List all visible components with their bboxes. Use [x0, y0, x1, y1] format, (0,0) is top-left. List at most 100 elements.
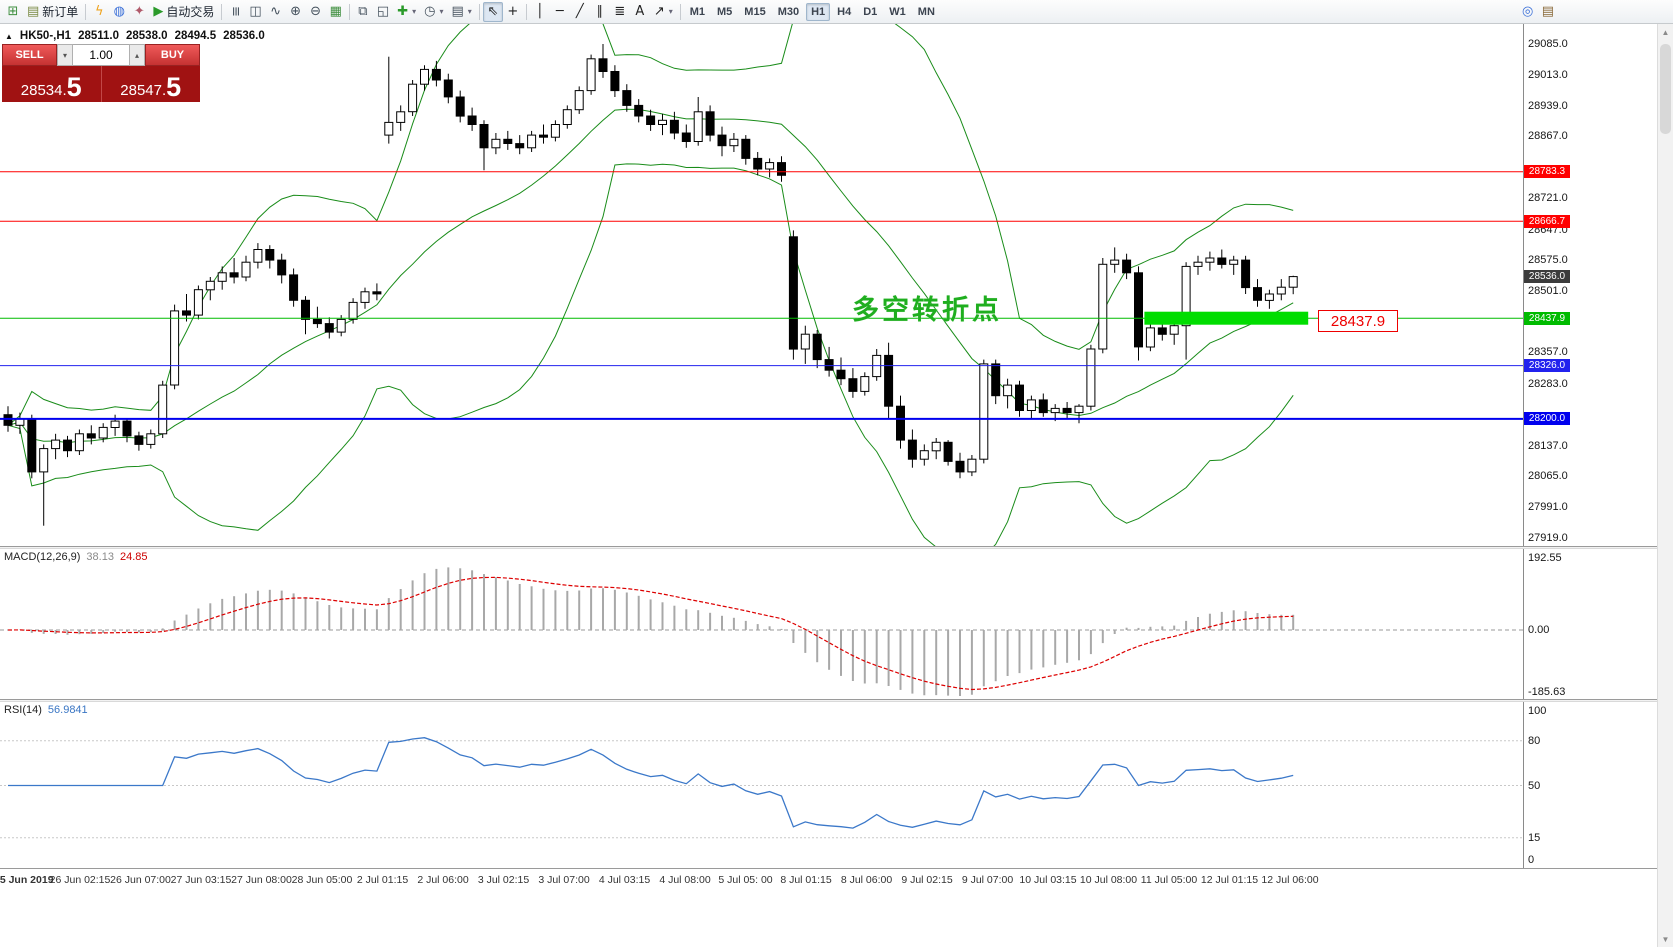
autotrading-button[interactable]: ▶ 自动交易 [149, 2, 218, 22]
fibonacci-icon: ≣ [614, 4, 626, 19]
chart-annotation-text[interactable]: 多空转折点 [852, 295, 1002, 325]
time-label: 4 Jul 03:15 [598, 874, 651, 886]
timeframe-h4[interactable]: H4 [837, 5, 852, 18]
rsi-axis-label: 50 [1528, 780, 1541, 792]
volume-input[interactable] [73, 44, 129, 66]
trendline-icon[interactable]: ╱ [570, 2, 590, 22]
price-axis-label: 28357.0 [1528, 346, 1568, 358]
time-label: 11 Jul 05:00 [1140, 874, 1198, 886]
zoom-in-icon: ⊕ [290, 4, 302, 19]
collapse-icon[interactable]: ▲ [5, 31, 13, 41]
macd-panel[interactable] [0, 549, 1523, 699]
vertical-scrollbar[interactable] [1657, 24, 1673, 947]
lightning-icon: ϟ [95, 4, 104, 19]
time-label: 28 Jun 05:00 [291, 874, 353, 886]
text-icon[interactable]: A [630, 2, 650, 22]
add-indicator-icon: ✚ [397, 4, 409, 19]
crosshair-icon: + [507, 4, 519, 19]
candlestick-chart-icon[interactable]: ◫ [245, 2, 265, 22]
price-axis-label: 28721.0 [1528, 192, 1568, 204]
rsi-panel[interactable] [0, 703, 1523, 866]
signals-icon[interactable]: ✦ [129, 2, 149, 22]
timeframe-d1[interactable]: D1 [863, 5, 878, 18]
price-axis-label: 28065.0 [1528, 470, 1568, 482]
template-button[interactable]: ▤ ▾ [448, 2, 476, 22]
timeframe-m30[interactable]: M30 [777, 5, 800, 18]
rsi-name: RSI(14) [4, 704, 42, 716]
indicators-grid-icon[interactable]: ▦ [326, 2, 346, 22]
new-chart-icon[interactable]: ⊞ [3, 2, 23, 22]
panel-divider[interactable] [0, 546, 1657, 549]
sell-button[interactable]: SELL [2, 44, 57, 66]
tile-windows-icon[interactable]: ⧉ [353, 2, 373, 22]
dropdown-arrow-icon: ▾ [412, 7, 417, 16]
bar-chart-icon[interactable]: ≡ [225, 2, 245, 22]
time-label: 27 Jun 08:00 [231, 874, 292, 886]
timeframe-w1[interactable]: W1 [889, 5, 906, 18]
buy-button[interactable]: BUY [145, 44, 200, 66]
macd-axis-label: 0.00 [1528, 624, 1550, 636]
price-axis-label: 28575.0 [1528, 254, 1568, 266]
horizontal-line-icon: ─ [555, 4, 564, 19]
time-label: 10 Jul 08:00 [1079, 874, 1138, 886]
arrows-button[interactable]: ↗ ▾ [650, 2, 677, 22]
sell-price-display[interactable]: 28534. 5 [2, 66, 102, 102]
bar-chart-icon: ≡ [227, 6, 243, 17]
time-label: 12 Jul 01:15 [1200, 874, 1259, 886]
current-price-tag: 28536.0 [1524, 270, 1570, 283]
price-axis-label: 29085.0 [1528, 38, 1568, 50]
price-callout-box[interactable]: 28437.9 [1318, 310, 1398, 332]
scroll-up-icon[interactable] [1658, 24, 1673, 40]
price-axis-label: 28867.0 [1528, 130, 1568, 142]
timeframe-m15[interactable]: M15 [744, 5, 766, 18]
volume-down-button[interactable] [57, 44, 73, 66]
new-window-icon[interactable]: ◱ [373, 2, 393, 22]
fibonacci-icon[interactable]: ≣ [610, 2, 630, 22]
panels-icon[interactable]: ▤ [1538, 2, 1558, 22]
globe-icon[interactable]: ◍ [109, 2, 129, 22]
price-tag: 28666.7 [1524, 215, 1570, 228]
autotrading-button-label: 自动交易 [166, 5, 215, 19]
zoom-out-icon[interactable]: ⊖ [306, 2, 326, 22]
buy-price-display[interactable]: 28547. 5 [102, 66, 201, 102]
buy-price-main: 28547. [120, 81, 167, 99]
sell-price-pip: 5 [66, 72, 82, 103]
rsi-axis-label: 0 [1528, 854, 1535, 866]
panel-divider[interactable] [0, 699, 1657, 702]
volume-up-button[interactable] [129, 44, 145, 66]
price-chart[interactable] [0, 24, 1523, 546]
zoom-in-icon[interactable]: ⊕ [286, 2, 306, 22]
timeframe-mn[interactable]: MN [917, 5, 935, 18]
channel-icon[interactable]: ∥ [590, 2, 610, 22]
add-indicator-button[interactable]: ✚ ▾ [393, 2, 420, 22]
vertical-line-icon: │ [535, 4, 544, 19]
new-window-icon: ◱ [376, 4, 390, 19]
period-button[interactable]: ◷ ▾ [420, 2, 447, 22]
scrollbar-thumb[interactable] [1660, 44, 1671, 134]
dropdown-arrow-icon: ▾ [439, 7, 444, 16]
timeframe-h1[interactable]: H1 [806, 2, 831, 21]
new-order-button[interactable]: ▤ 新订单 [23, 2, 82, 22]
timeframe-m5[interactable]: M5 [717, 5, 733, 18]
text-icon: A [635, 4, 645, 19]
line-chart-icon: ∿ [270, 4, 282, 19]
line-chart-icon[interactable]: ∿ [266, 2, 286, 22]
price-tag: 28326.0 [1524, 359, 1570, 372]
rsi-label: RSI(14) 56.9841 [4, 704, 88, 716]
crosshair-icon[interactable]: + [503, 2, 523, 22]
price-axis-label: 28501.0 [1528, 285, 1568, 297]
search-icon[interactable]: ◎ [1518, 2, 1538, 22]
highlight-bar[interactable] [1144, 311, 1309, 325]
cursor-icon[interactable]: ⇖ [482, 1, 503, 22]
horizontal-line-icon[interactable]: ─ [550, 2, 570, 22]
scroll-down-icon[interactable] [1658, 931, 1673, 947]
lightning-icon[interactable]: ϟ [89, 2, 109, 22]
vertical-line-icon[interactable]: │ [530, 2, 550, 22]
time-label: 26 Jun 07:00 [110, 874, 171, 886]
horizontal-lines[interactable] [0, 171, 1523, 420]
timeframe-m1[interactable]: M1 [689, 5, 706, 18]
macd-histogram [18, 567, 1295, 696]
macd-axis-label: -185.63 [1528, 686, 1566, 698]
price-tag: 28783.3 [1524, 165, 1570, 178]
close-value: 28536.0 [223, 30, 265, 42]
